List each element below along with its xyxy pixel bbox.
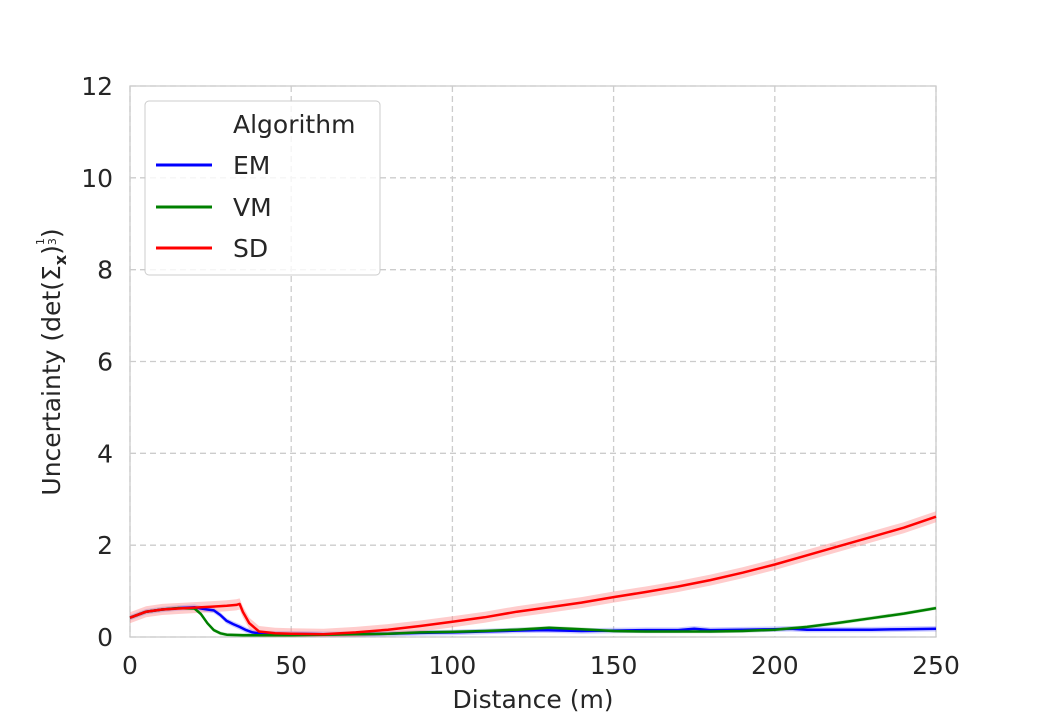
x-tick-label: 200	[751, 651, 799, 680]
x-tick-label: 100	[429, 651, 477, 680]
y-axis-title-exp-num: 1	[34, 238, 47, 245]
y-axis-title-main: Uncertainty (det(Σ	[37, 265, 66, 495]
y-tick-label: 8	[97, 256, 113, 285]
y-tick-label: 6	[97, 348, 113, 377]
y-axis-title-close: )	[37, 228, 66, 238]
y-tick-label: 0	[97, 623, 113, 652]
y-tick-labels: 0 2 4 6 8 10 12	[81, 72, 113, 652]
series-line-sd	[129, 515, 937, 636]
y-axis-title-subscript: x	[51, 254, 70, 265]
y-axis-title-exp-den: 3	[46, 238, 59, 245]
y-tick-label: 10	[81, 164, 113, 193]
legend-box	[144, 100, 381, 276]
plot-frame	[129, 85, 937, 638]
y-tick-label: 4	[97, 439, 113, 468]
series-lines	[129, 515, 937, 637]
x-tick-label: 250	[912, 651, 960, 680]
legend: Algorithm EM VM SD	[144, 100, 381, 276]
x-tick-labels: 0 50 100 150 200 250	[122, 651, 960, 680]
series-line-vm	[129, 606, 937, 637]
y-tick-label: 2	[97, 531, 113, 560]
y-axis-title: Uncertainty (det(Σx)13)	[34, 228, 70, 495]
x-tick-label: 0	[122, 651, 138, 680]
legend-label-em: EM	[233, 151, 270, 180]
x-tick-label: 150	[590, 651, 638, 680]
legend-label-sd: SD	[233, 234, 268, 263]
y-axis-title-text: Uncertainty (det(Σx)13)	[34, 228, 70, 495]
y-tick-label: 12	[81, 72, 113, 101]
band-sd	[130, 511, 936, 637]
y-axis-title-after: )	[37, 245, 66, 255]
legend-label-vm: VM	[233, 193, 272, 222]
legend-title: Algorithm	[233, 110, 355, 139]
x-axis-title: Distance (m)	[452, 685, 613, 714]
x-tick-label: 50	[275, 651, 307, 680]
